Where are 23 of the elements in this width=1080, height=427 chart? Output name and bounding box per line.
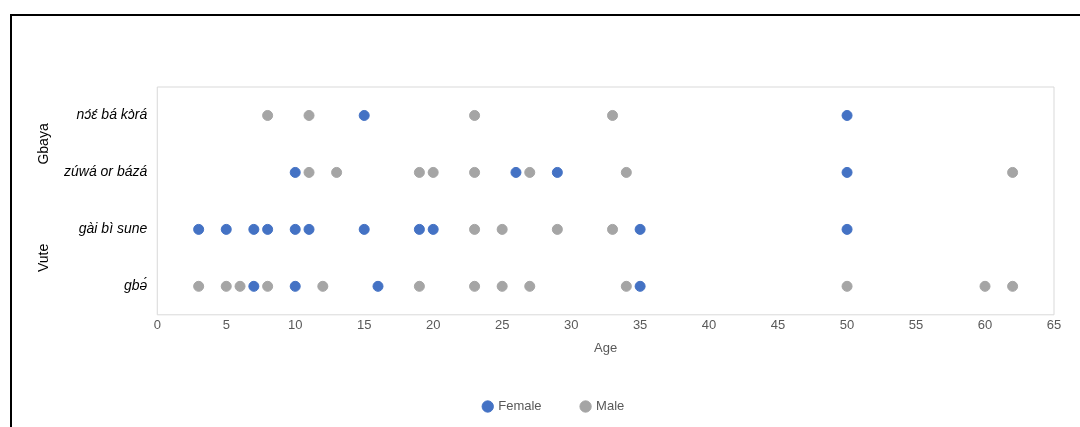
y-tick-label: nɔ́ɛ́ bá kɔ̀rá: [76, 106, 148, 123]
x-tick-label: 50: [839, 317, 855, 333]
y-tick-label: gài bì sune: [78, 220, 148, 237]
x-tick-label: 15: [356, 317, 372, 333]
x-tick-label: 20: [425, 317, 441, 333]
x-tick-label: 60: [977, 317, 993, 333]
x-tick-label: 55: [908, 317, 924, 333]
x-tick-label: 30: [563, 317, 579, 333]
y-tick-label: gbə́: [123, 277, 148, 294]
x-tick-label: 40: [701, 317, 717, 333]
x-tick-label: 35: [632, 317, 648, 333]
text: Gbaya: [34, 123, 51, 165]
x-tick-label: 0: [153, 317, 161, 333]
x-tick-label: 25: [494, 317, 510, 333]
legend-label: Male: [596, 398, 625, 414]
x-tick-label: 10: [287, 317, 303, 333]
y-tick-label: zúwá or bázá: [62, 163, 148, 180]
x-tick-label: 65: [1046, 317, 1062, 333]
text: Vute: [34, 243, 51, 272]
x-axis-title: Age: [594, 339, 618, 355]
x-tick-label: 5: [222, 317, 230, 333]
legend-label: Female: [498, 398, 542, 414]
x-tick-label: 45: [770, 317, 786, 333]
